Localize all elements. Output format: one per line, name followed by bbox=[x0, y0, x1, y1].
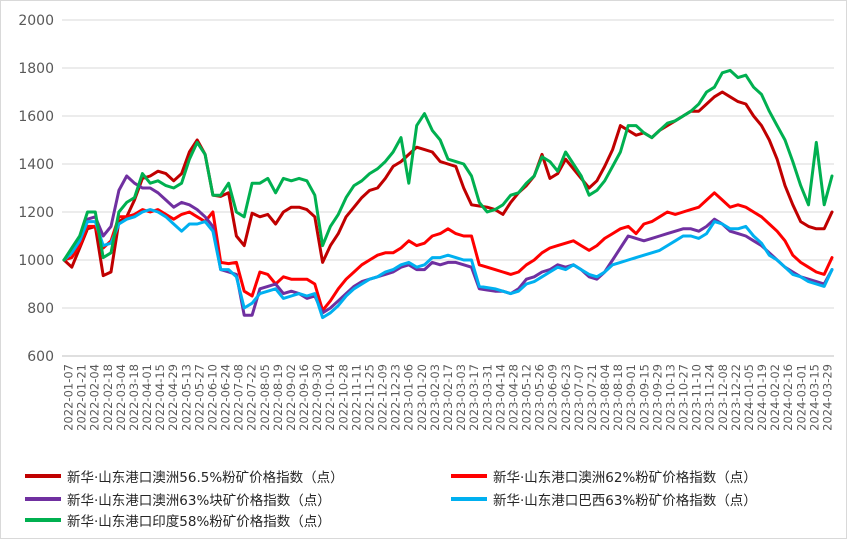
x-tick-label: 2022-04-29 bbox=[166, 364, 180, 431]
x-tick-label: 2022-09-16 bbox=[297, 364, 311, 431]
x-tick-label: 2023-03-03 bbox=[454, 364, 468, 431]
x-tick-label: 2023-11-24 bbox=[703, 364, 717, 431]
x-tick-label: 2023-08-04 bbox=[598, 364, 612, 431]
x-tick-label: 2023-09-29 bbox=[650, 364, 664, 431]
x-tick-label: 2023-03-31 bbox=[480, 364, 494, 431]
x-tick-label: 2023-06-23 bbox=[559, 364, 573, 431]
x-tick-label: 2023-12-08 bbox=[716, 364, 730, 431]
series-line bbox=[62, 191, 834, 312]
x-tick-label: 2023-05-26 bbox=[533, 364, 547, 431]
x-tick-label: 2023-05-12 bbox=[520, 364, 534, 431]
x-tick-label: 2022-09-30 bbox=[310, 364, 324, 431]
x-tick-label: 2022-07-08 bbox=[232, 364, 246, 431]
series-line bbox=[62, 90, 834, 278]
x-tick-label: 2023-09-01 bbox=[624, 364, 638, 431]
x-tick-label: 2022-02-04 bbox=[88, 364, 102, 431]
x-tick-label: 2023-11-10 bbox=[690, 364, 704, 431]
legend-item: 新华·山东港口印度58%粉矿价格指数（点） bbox=[25, 510, 331, 530]
y-tick-label: 1800 bbox=[18, 61, 54, 77]
x-tick-label: 2023-07-07 bbox=[572, 364, 586, 431]
x-tick-label: 2022-06-24 bbox=[219, 364, 233, 431]
x-tick-label: 2023-04-28 bbox=[506, 364, 520, 431]
x-tick-label: 2023-02-03 bbox=[428, 364, 442, 431]
y-tick-label: 600 bbox=[27, 349, 54, 365]
legend: 新华·山东港口澳洲56.5%粉矿价格指数（点） 新华·山东港口澳洲62%粉矿价格… bbox=[0, 466, 847, 536]
x-tick-label: 2022-11-11 bbox=[349, 364, 363, 431]
legend-swatch bbox=[451, 474, 487, 478]
x-tick-label: 2024-02-02 bbox=[768, 364, 782, 431]
legend-label: 新华·山东港口巴西63%粉矿价格指数（点） bbox=[493, 493, 757, 509]
x-tick-label: 2023-10-13 bbox=[663, 364, 677, 431]
x-tick-label: 2022-04-01 bbox=[140, 364, 154, 431]
x-axis-tick-labels: 2022-01-07 2022-01-21 2022-02-04 2022-02-18… bbox=[62, 364, 835, 431]
x-tick-label: 2023-07-21 bbox=[585, 364, 599, 431]
y-tick-label: 2000 bbox=[18, 13, 54, 29]
x-tick-label: 2022-01-21 bbox=[75, 364, 89, 431]
x-tick-label: 2022-09-02 bbox=[284, 364, 298, 431]
x-tick-label: 2022-07-22 bbox=[245, 364, 259, 431]
x-tick-label: 2023-03-17 bbox=[467, 364, 481, 431]
series-line bbox=[62, 174, 834, 317]
x-tick-label: 2022-06-10 bbox=[205, 364, 219, 431]
x-tick-label: 2022-03-18 bbox=[127, 364, 141, 431]
x-tick-label: 2022-08-19 bbox=[271, 364, 285, 431]
x-tick-label: 2024-01-19 bbox=[755, 364, 769, 431]
x-tick-label: 2022-12-23 bbox=[389, 364, 403, 431]
x-tick-label: 2022-04-15 bbox=[153, 364, 167, 431]
x-tick-label: 2022-05-27 bbox=[192, 364, 206, 431]
x-tick-label: 2022-01-07 bbox=[62, 364, 76, 431]
x-tick-label: 2023-01-06 bbox=[402, 364, 416, 431]
y-tick-label: 1400 bbox=[18, 157, 54, 173]
y-tick-label: 1000 bbox=[18, 253, 54, 269]
x-tick-label: 2023-12-22 bbox=[729, 364, 743, 431]
series-line bbox=[62, 68, 834, 262]
x-tick-label: 2022-05-13 bbox=[179, 364, 193, 431]
y-tick-label: 1200 bbox=[18, 205, 54, 221]
x-tick-label: 2024-01-05 bbox=[742, 364, 756, 431]
legend-swatch bbox=[451, 497, 487, 501]
x-tick-label: 2022-10-14 bbox=[323, 364, 337, 431]
y-tick-label: 800 bbox=[27, 301, 54, 317]
x-tick-label: 2024-03-15 bbox=[807, 364, 821, 431]
series-line bbox=[62, 208, 834, 320]
legend-label: 新华·山东港口澳洲63%块矿价格指数（点） bbox=[67, 493, 331, 509]
legend-label: 新华·山东港口澳洲62%粉矿价格指数（点） bbox=[493, 470, 757, 486]
series-lines bbox=[62, 68, 834, 320]
legend-swatch bbox=[25, 497, 61, 501]
legend-item: 新华·山东港口澳洲62%粉矿价格指数（点） bbox=[451, 466, 757, 486]
x-tick-label: 2022-02-18 bbox=[101, 364, 115, 431]
legend-swatch bbox=[25, 518, 61, 522]
y-axis-tick-labels: 600 800 1000 1200 1400 1600 1800 2000 bbox=[18, 13, 54, 365]
x-tick-label: 2023-06-09 bbox=[546, 364, 560, 431]
gridlines bbox=[62, 19, 834, 309]
x-tick-label: 2023-09-15 bbox=[637, 364, 651, 431]
x-tick-label: 2022-03-04 bbox=[114, 364, 128, 431]
x-tick-label: 2023-08-18 bbox=[611, 364, 625, 431]
y-tick-label: 1600 bbox=[18, 109, 54, 125]
legend-label: 新华·山东港口澳洲56.5%粉矿价格指数（点） bbox=[67, 470, 344, 486]
legend-swatch bbox=[25, 474, 61, 478]
x-tick-label: 2023-01-20 bbox=[415, 364, 429, 431]
x-tick-label: 2023-02-17 bbox=[441, 364, 455, 431]
x-tick-label: 2024-03-29 bbox=[820, 364, 834, 431]
legend-item: 新华·山东港口澳洲63%块矿价格指数（点） bbox=[25, 489, 331, 509]
x-tick-label: 2024-03-01 bbox=[794, 364, 808, 431]
x-tick-label: 2022-10-28 bbox=[336, 364, 350, 431]
x-tick-label: 2022-08-05 bbox=[258, 364, 272, 431]
line-chart: 600 800 1000 1200 1400 1600 1800 2000 2022-01-0… bbox=[18, 13, 835, 431]
legend-item: 新华·山东港口巴西63%粉矿价格指数（点） bbox=[451, 489, 757, 509]
x-tick-label: 2024-02-16 bbox=[781, 364, 795, 431]
legend-label: 新华·山东港口印度58%粉矿价格指数（点） bbox=[67, 514, 331, 530]
legend-item: 新华·山东港口澳洲56.5%粉矿价格指数（点） bbox=[25, 466, 344, 486]
x-tick-label: 2022-12-09 bbox=[376, 364, 390, 431]
x-tick-label: 2023-10-27 bbox=[677, 364, 691, 431]
x-tick-label: 2023-04-14 bbox=[493, 364, 507, 431]
x-tick-label: 2022-11-25 bbox=[362, 364, 376, 431]
